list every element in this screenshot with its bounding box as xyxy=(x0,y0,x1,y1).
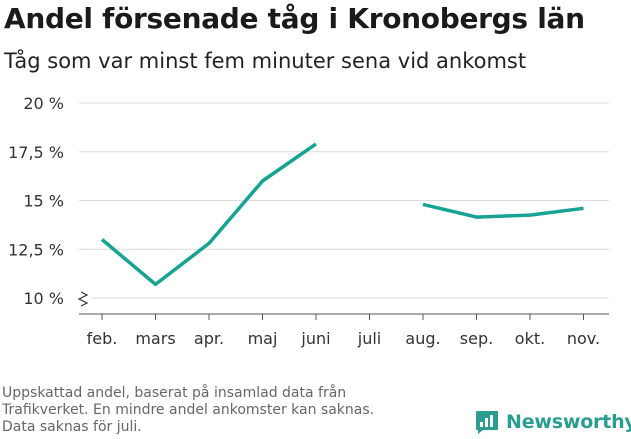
x-tick-label: okt. xyxy=(515,329,545,348)
y-tick-label: 10 % xyxy=(23,289,64,308)
x-tick-label: juni xyxy=(300,329,330,348)
footnote: Uppskattad andel, baserat på insamlad da… xyxy=(2,385,442,436)
brand: Newsworthy xyxy=(474,407,631,437)
series-line xyxy=(422,202,584,219)
series-line xyxy=(100,142,317,287)
x-tick-label: juli xyxy=(357,329,381,348)
newsworthy-logo-icon xyxy=(476,411,498,434)
data-series xyxy=(100,142,584,287)
x-tick-label: mars xyxy=(135,329,175,348)
y-tick-label: 17,5 % xyxy=(8,143,64,162)
gridlines xyxy=(77,102,609,307)
y-tick-label: 15 % xyxy=(23,192,64,211)
x-tick-label: aug. xyxy=(405,329,440,348)
x-tick-label: maj xyxy=(248,329,278,348)
footnote-line: Data saknas för juli. xyxy=(2,419,142,435)
x-axis xyxy=(79,313,609,320)
footnote-line: Uppskattad andel, baserat på insamlad da… xyxy=(2,385,347,401)
y-tick-label: 12,5 % xyxy=(8,240,64,259)
y-tick-label: 20 % xyxy=(23,94,64,113)
line-chart: 10 % 12,5 % 15 % 17,5 % 20 % feb. mars apr. maj… xyxy=(8,94,609,348)
x-tick-label: feb. xyxy=(87,329,118,348)
brand-name: Newsworthy xyxy=(506,411,631,433)
x-axis-labels: feb. mars apr. maj juni juli aug. sep. okt. nov. xyxy=(87,329,600,348)
y-axis-labels: 10 % 12,5 % 15 % 17,5 % 20 % xyxy=(8,94,64,308)
axis-break-icon xyxy=(77,291,89,307)
x-tick-label: nov. xyxy=(567,329,600,348)
chart-subtitle: Tåg som var minst fem minuter sena vid a… xyxy=(4,49,527,73)
footnote-line: Trafikverket. En mindre andel ankomster … xyxy=(2,402,375,418)
x-tick-label: sep. xyxy=(460,329,493,348)
chart-title: Andel försenade tåg i Kronobergs län xyxy=(4,2,585,35)
x-tick-label: apr. xyxy=(194,329,224,348)
